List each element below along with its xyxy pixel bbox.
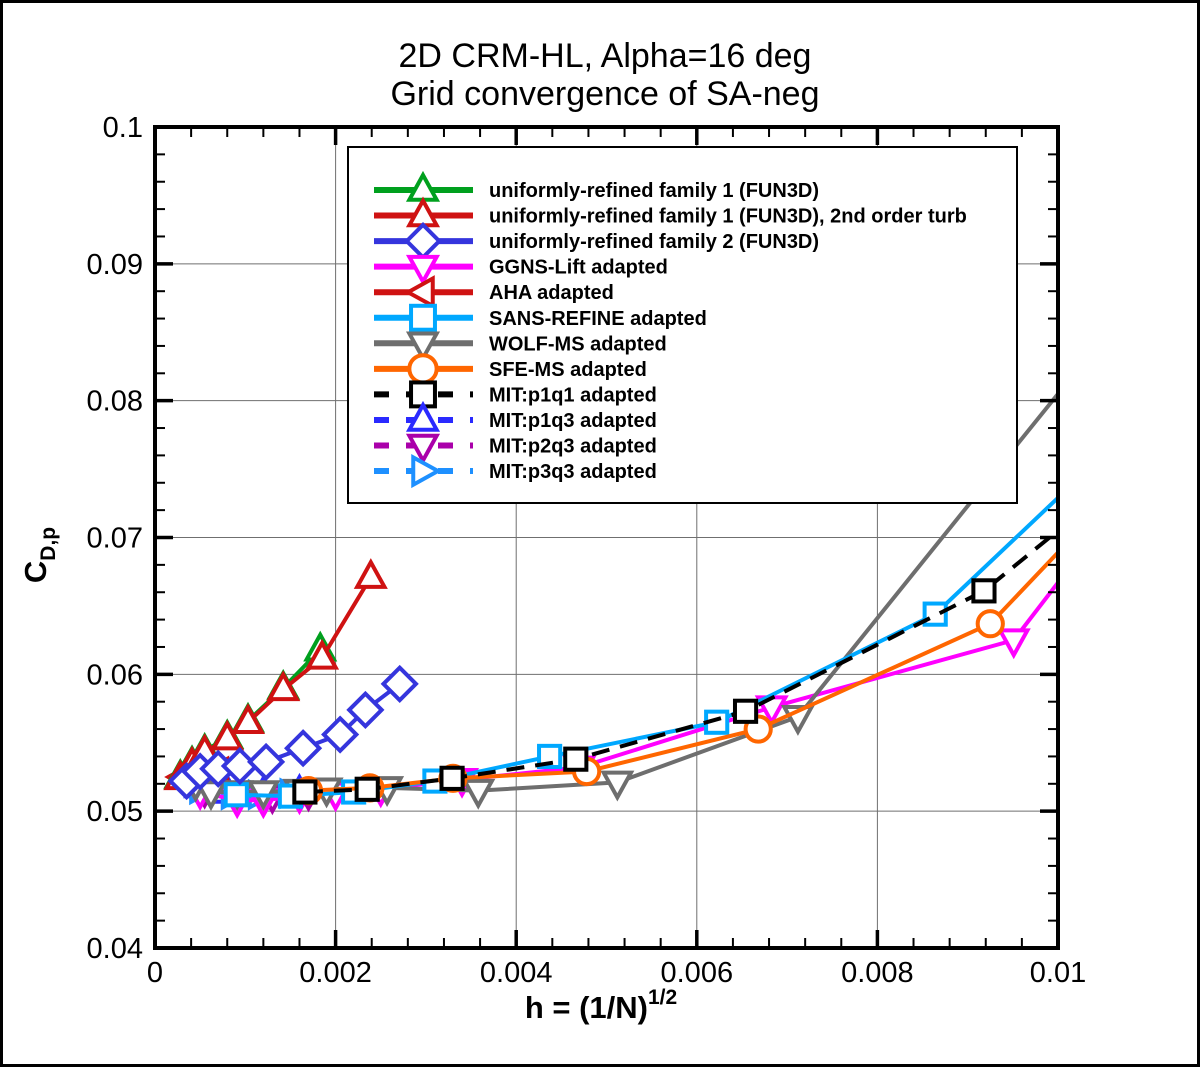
- legend-item: SFE-MS adapted: [374, 353, 647, 385]
- series-marker-circle: [407, 353, 439, 385]
- legend-label: SANS-REFINE adapted: [489, 308, 707, 330]
- series-marker-triangle-down: [405, 254, 441, 286]
- series-marker-triangle-down: [996, 628, 1031, 660]
- legend-item: SANS-REFINE adapted: [374, 303, 707, 332]
- series-marker-square: [223, 782, 249, 808]
- y-tick-label: 0.07: [87, 523, 143, 555]
- x-tick-label: 0.004: [480, 957, 553, 989]
- series-marker-triangle-up: [405, 400, 441, 432]
- series-marker-square: [354, 776, 380, 802]
- legend-label: WOLF-MS adapted: [489, 333, 667, 355]
- plot-border: [153, 125, 1060, 950]
- y-axis-label: CD,p: [18, 527, 60, 583]
- series-6: [223, 496, 1060, 809]
- series-marker-triangle-up: [230, 703, 266, 734]
- series-marker-square: [971, 578, 997, 604]
- legend-item: GGNS-Lift adapted: [374, 254, 668, 286]
- series-marker-circle: [975, 609, 1005, 639]
- legend-label: MIT:p1q1 adapted: [489, 384, 657, 406]
- legend-item: MIT:p1q1 adapted: [374, 380, 657, 409]
- series-marker-square: [732, 698, 759, 724]
- legend-item: uniformly-refined family 1 (FUN3D), 2nd …: [374, 196, 967, 228]
- series-marker-square: [537, 743, 563, 770]
- series-marker-diamond: [346, 690, 385, 729]
- series-marker-triangle-down: [600, 770, 635, 802]
- y-tick-label: 0.1: [103, 112, 143, 144]
- series-marker-triangle-down: [405, 331, 441, 363]
- series-marker-triangle-down: [461, 778, 496, 810]
- series-3: [167, 664, 419, 801]
- legend-label: SFE-MS adapted: [489, 359, 647, 381]
- series-marker-triangle-up: [210, 719, 245, 751]
- series-9: [292, 529, 1060, 805]
- legend-label: uniformly-refined family 2 (FUN3D): [489, 231, 819, 253]
- legend-layer: uniformly-refined family 1 (FUN3D) unifor…: [347, 146, 1018, 504]
- series-marker-triangle-up: [266, 670, 301, 702]
- x-tick-label: 0: [147, 957, 163, 989]
- series-marker-triangle-up: [305, 638, 340, 670]
- series-marker-triangle-down: [193, 780, 229, 812]
- legend-item: WOLF-MS adapted: [374, 331, 667, 363]
- y-tick-label: 0.08: [87, 386, 143, 418]
- legend-label: AHA adapted: [489, 282, 614, 304]
- legend-item: AHA adapted: [374, 275, 614, 310]
- series-marker-diamond: [284, 729, 323, 768]
- series-layer: [163, 392, 1060, 820]
- series-marker-diamond: [380, 664, 419, 703]
- series-marker-square: [292, 779, 318, 805]
- x-tick-label: 0.002: [299, 957, 372, 989]
- x-tick-label: 0.006: [661, 957, 734, 989]
- y-tick-label: 0.06: [87, 659, 143, 691]
- legend-item: uniformly-refined family 2 (FUN3D): [374, 222, 819, 261]
- series-marker-diamond: [246, 742, 286, 781]
- y-tick-label: 0.05: [87, 796, 143, 828]
- series-line: [304, 529, 1060, 795]
- x-tick-label: 0.008: [841, 957, 914, 989]
- legend-item: MIT:p3q3 adapted: [374, 454, 657, 489]
- x-tick-label: 0.01: [1030, 957, 1086, 989]
- legend-item: MIT:p2q3 adapted: [374, 433, 657, 465]
- series-marker-square: [409, 303, 437, 332]
- series-marker-square: [563, 746, 589, 772]
- legend-label: MIT:p3q3 adapted: [489, 461, 657, 483]
- series-marker-triangle-down: [405, 433, 441, 465]
- y-tick-label: 0.04: [87, 933, 143, 965]
- legend-box: [347, 146, 1018, 504]
- x-axis-label: h = (1/N)1/2: [525, 986, 677, 1025]
- chart-title-line2: Grid convergence of SA-neg: [390, 75, 819, 113]
- y-tick-label: 0.09: [87, 249, 143, 281]
- legend-label: MIT:p1q3 adapted: [489, 410, 657, 432]
- chart-title-line1: 2D CRM-HL, Alpha=16 deg: [399, 37, 812, 75]
- series-line: [308, 551, 1060, 793]
- legend-label: MIT:p2q3 adapted: [489, 436, 657, 458]
- legend-item: MIT:p1q3 adapted: [374, 400, 657, 432]
- series-marker-square: [922, 601, 948, 627]
- legend-label: uniformly-refined family 1 (FUN3D): [489, 180, 819, 202]
- series-marker-square: [439, 765, 465, 791]
- series-marker-diamond: [321, 715, 360, 754]
- series-marker-triangle-up: [353, 558, 388, 589]
- series-marker-triangle-left: [403, 275, 435, 310]
- legend-label: uniformly-refined family 1 (FUN3D), 2nd …: [489, 206, 967, 228]
- series-marker-triangle-right: [411, 454, 443, 489]
- legend-label: GGNS-Lift adapted: [489, 257, 668, 279]
